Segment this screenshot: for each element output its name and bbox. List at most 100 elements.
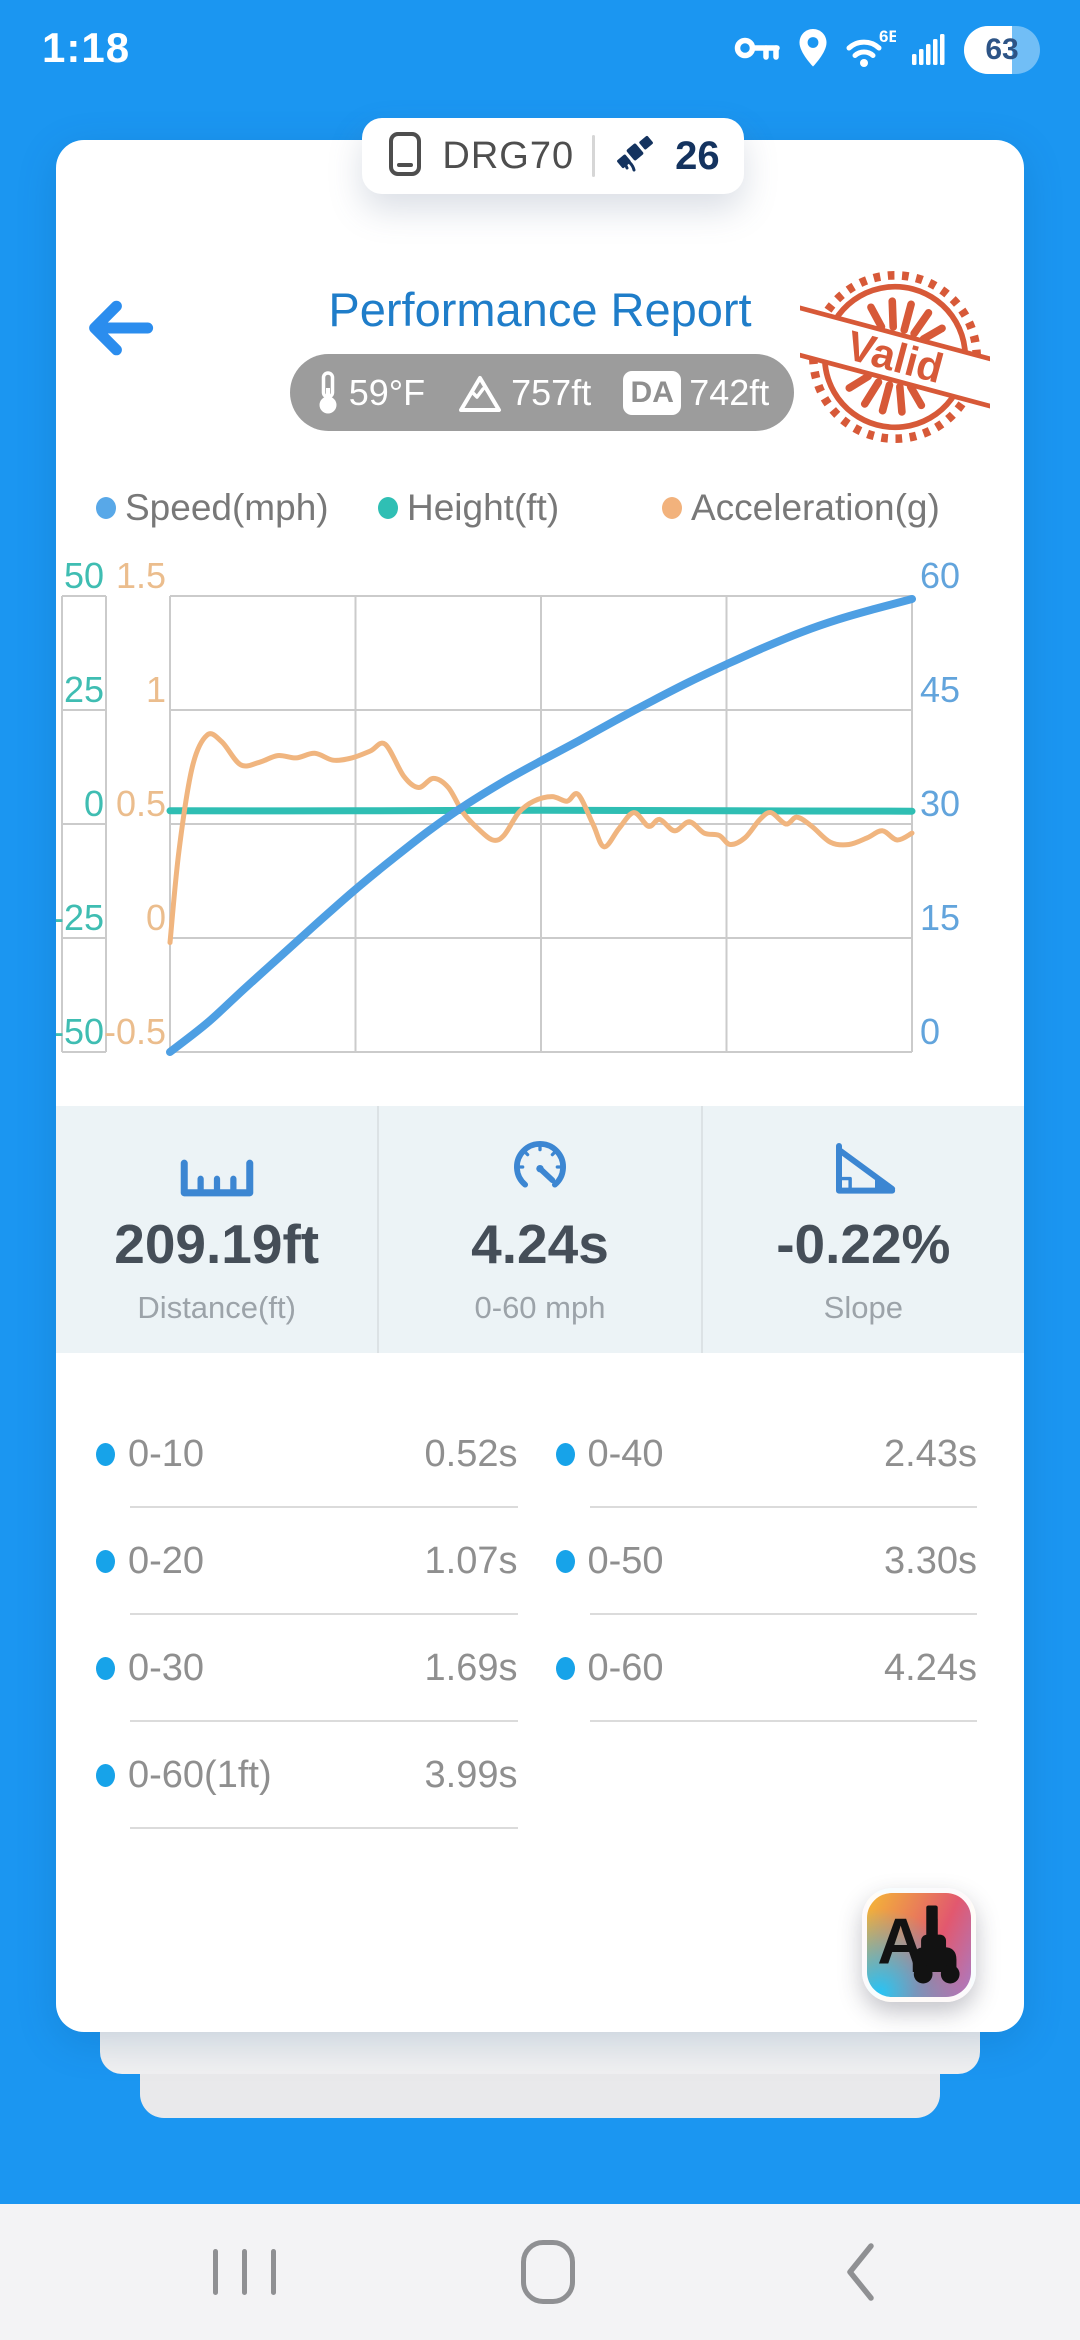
split-value: 3.99s: [424, 1754, 518, 1796]
bullet-icon: [96, 1550, 115, 1573]
split-value: 2.43s: [884, 1433, 977, 1475]
speed-axis-tick: 45: [920, 669, 960, 710]
split-value: 4.24s: [884, 1647, 977, 1689]
height-axis-tick: -50: [56, 1011, 104, 1052]
row-divider: [130, 1827, 518, 1829]
bullet-icon: [555, 1550, 575, 1573]
split-label: 0-30: [128, 1647, 205, 1689]
split-row-empty: [556, 1722, 978, 1829]
bullet-icon: [96, 1443, 115, 1466]
acceleration-axis-tick: -0.5: [104, 1011, 166, 1052]
temperature-value: 59°F: [348, 371, 426, 413]
back-button[interactable]: [70, 280, 166, 376]
device-icon: [386, 130, 424, 183]
distance-label: Distance(ft): [137, 1290, 296, 1325]
split-label: 0-10: [128, 1433, 205, 1475]
speed-legend-dot: [96, 497, 116, 519]
acceleration-legend-dot: [662, 497, 682, 519]
split-row: 0-10 0.52s: [96, 1401, 518, 1508]
acceleration-axis-tick: 0: [146, 897, 166, 938]
zero-to-sixty-value: 4.24s: [471, 1213, 609, 1275]
slope-icon: [827, 1134, 899, 1200]
valid-stamp: Valid: [800, 271, 990, 443]
split-row: 0-20 1.07s: [96, 1508, 518, 1615]
speed-axis-tick: 15: [920, 897, 960, 938]
mountain-icon: [459, 375, 502, 412]
recents-button[interactable]: [174, 2204, 314, 2340]
height-axis-tick: 25: [64, 669, 104, 710]
report-card: Performance Report Valid 59°F: [52, 140, 1024, 2032]
height-axis-tick: 0: [84, 783, 104, 824]
nav-back-icon: [847, 2243, 874, 2301]
ai-assistant-button[interactable]: AI: [862, 1888, 976, 2002]
conditions-pill: 59°F 757ft DA 742ft: [290, 354, 794, 431]
wifi-band-label: 6E: [879, 27, 896, 46]
split-label: 0-60(1ft): [128, 1754, 272, 1796]
back-arrow-icon: [89, 300, 154, 356]
distance-value: 209.19ft: [114, 1213, 320, 1275]
row-divider: [130, 1613, 518, 1615]
split-times-table: 0-10 0.52s 0-40 2.43s 0-20 1.07s 0-50 3.30s 0-30…: [96, 1401, 977, 1829]
clock: 1:18: [42, 24, 131, 71]
acceleration-g--line: [167, 731, 915, 946]
status-icons: 6E 63: [734, 0, 1040, 100]
legend-label: Height(ft): [407, 487, 560, 528]
split-value: 1.07s: [424, 1540, 518, 1582]
device-status-pill[interactable]: DRG70 26: [362, 118, 744, 194]
bullet-icon: [555, 1443, 575, 1466]
legend-item-height: Height(ft): [378, 486, 559, 530]
height-legend-dot: [378, 497, 398, 519]
split-label: 0-50: [587, 1540, 664, 1582]
bullet-icon: [96, 1764, 115, 1787]
height-axis-tick: -25: [56, 897, 104, 938]
device-name: DRG70: [442, 134, 575, 177]
ai-car-icon: AI: [877, 1905, 960, 1984]
legend-label: Acceleration(g): [691, 487, 940, 528]
legend-label: Speed(mph): [125, 487, 329, 528]
split-label: 0-20: [128, 1540, 205, 1582]
bullet-icon: [555, 1657, 575, 1680]
battery-icon: 63: [964, 26, 1040, 74]
speed-axis-tick: 30: [920, 783, 960, 824]
acceleration-axis-tick: 1.5: [116, 558, 166, 596]
slope-label: Slope: [823, 1290, 903, 1325]
battery-percent: 63: [985, 33, 1019, 66]
density-altitude-item: DA 742ft: [623, 370, 770, 415]
speed-axis-tick: 0: [920, 1011, 940, 1052]
altitude-item: 757ft: [457, 372, 591, 414]
satellite-icon: [613, 132, 657, 181]
speed-axis-tick: 60: [920, 558, 960, 596]
vpn-key-icon: [734, 29, 782, 72]
stat-zero-to-sixty: 4.24s 0-60 mph: [377, 1106, 700, 1353]
nav-back-button[interactable]: [790, 2204, 930, 2340]
home-button[interactable]: [478, 2204, 618, 2340]
battery-fill: [964, 26, 1012, 74]
pill-divider: [592, 135, 596, 177]
wifi-6e-icon: 6E: [844, 27, 900, 74]
legend-item-acceleration: Acceleration(g): [662, 486, 940, 530]
slope-value: -0.22%: [776, 1213, 951, 1275]
split-row: 0-60(1ft) 3.99s: [96, 1722, 518, 1829]
row-divider: [589, 1613, 977, 1615]
location-icon: [798, 28, 828, 73]
da-badge: DA: [623, 370, 682, 415]
row-divider: [130, 1720, 518, 1722]
performance-chart: 50 25 0 -25 -50 1.5 1 0.5 0 -0.5 60 45 30 15 0: [52, 555, 1024, 1074]
split-row: 0-60 4.24s: [555, 1615, 977, 1722]
satellite-count: 26: [675, 133, 720, 178]
density-altitude-value: 742ft: [689, 371, 770, 413]
summary-stats: 209.19ft Distance(ft) 4.24s 0-60 mph: [56, 1106, 1024, 1353]
row-divider: [589, 1720, 977, 1722]
status-bar: 1:18 6E: [0, 0, 1080, 100]
ruler-icon: [178, 1134, 256, 1200]
zero-to-sixty-label: 0-60 mph: [474, 1290, 606, 1325]
android-nav-bar: [0, 2204, 1080, 2340]
split-value: 0.52s: [424, 1433, 518, 1475]
height-ft--line: [166, 806, 916, 815]
legend-item-speed: Speed(mph): [96, 486, 329, 530]
stat-distance: 209.19ft Distance(ft): [56, 1106, 377, 1353]
split-label: 0-40: [587, 1433, 664, 1475]
acceleration-axis-tick: 0.5: [116, 783, 166, 824]
stat-slope: -0.22% Slope: [700, 1106, 1024, 1353]
